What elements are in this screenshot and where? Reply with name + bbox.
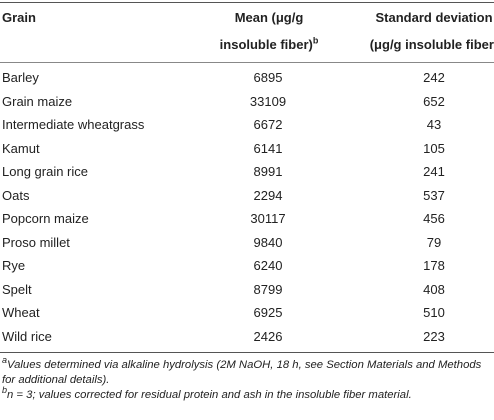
top-rule bbox=[0, 2, 494, 3]
sd-cell: 537 bbox=[423, 187, 445, 203]
grain-cell: Rye bbox=[2, 258, 26, 273]
column-header: Grain bbox=[2, 10, 36, 25]
column-header: Mean (μg/g insoluble fiber)b bbox=[208, 4, 330, 58]
mean-cell: 33109 bbox=[249, 93, 287, 109]
grain-cell: Proso millet bbox=[2, 234, 70, 250]
sd-cell: 105 bbox=[423, 140, 445, 156]
grain-cell: Spelt bbox=[2, 281, 32, 297]
footnote: bn = 3; values corrected for residual pr… bbox=[2, 385, 492, 403]
mean-cell: 6895 bbox=[253, 70, 283, 85]
sd-cell: 178 bbox=[423, 258, 445, 273]
mean-cell: 6672 bbox=[253, 117, 283, 132]
footnote-mark: b bbox=[312, 35, 319, 46]
sd-cell: 652 bbox=[423, 93, 445, 109]
footnote-text: n = 3; values corrected for residual pro… bbox=[7, 389, 412, 401]
mean-cell: 6925 bbox=[253, 305, 283, 320]
sd-cell: 223 bbox=[423, 328, 445, 344]
grain-cell: Grain maize bbox=[2, 93, 73, 109]
footnote-mark: b bbox=[2, 385, 8, 396]
footnote: aValues determined via alkaline hydrolys… bbox=[2, 355, 492, 388]
footnote-mark: a bbox=[2, 355, 8, 366]
grain-cell: Barley bbox=[2, 70, 39, 85]
sd-cell: 79 bbox=[426, 234, 442, 250]
header-text: Mean (μg/g insoluble fiber) bbox=[219, 10, 313, 52]
sd-cell: 241 bbox=[423, 164, 445, 179]
grain-cell: Wheat bbox=[2, 305, 40, 320]
grain-cell: Kamut bbox=[2, 140, 40, 156]
grain-cell: Popcorn maize bbox=[2, 211, 89, 226]
sd-cell: 43 bbox=[426, 117, 442, 132]
sd-cell: 456 bbox=[423, 211, 445, 226]
mean-cell: 9840 bbox=[253, 234, 283, 250]
mean-cell: 8991 bbox=[253, 164, 283, 179]
footnote-text: Values determined via alkaline hydrolysi… bbox=[2, 359, 482, 386]
column-header: Standard deviation (μg/g insoluble fiber… bbox=[369, 10, 494, 52]
grain-cell: Wild rice bbox=[2, 328, 52, 344]
sd-cell: 242 bbox=[423, 70, 445, 85]
grain-cell: Intermediate wheatgrass bbox=[2, 117, 145, 132]
mean-cell: 6240 bbox=[253, 258, 283, 273]
bottom-rule bbox=[0, 352, 494, 353]
header-rule bbox=[0, 62, 494, 63]
grain-cell: Oats bbox=[2, 187, 30, 203]
mean-cell: 6141 bbox=[253, 140, 283, 156]
mean-cell: 2426 bbox=[253, 328, 283, 344]
mean-cell: 8799 bbox=[253, 281, 283, 297]
sd-cell: 408 bbox=[423, 281, 445, 297]
mean-cell: 2294 bbox=[253, 187, 283, 203]
sd-cell: 510 bbox=[423, 305, 445, 320]
grain-cell: Long grain rice bbox=[2, 164, 88, 179]
mean-cell: 30117 bbox=[250, 211, 286, 226]
